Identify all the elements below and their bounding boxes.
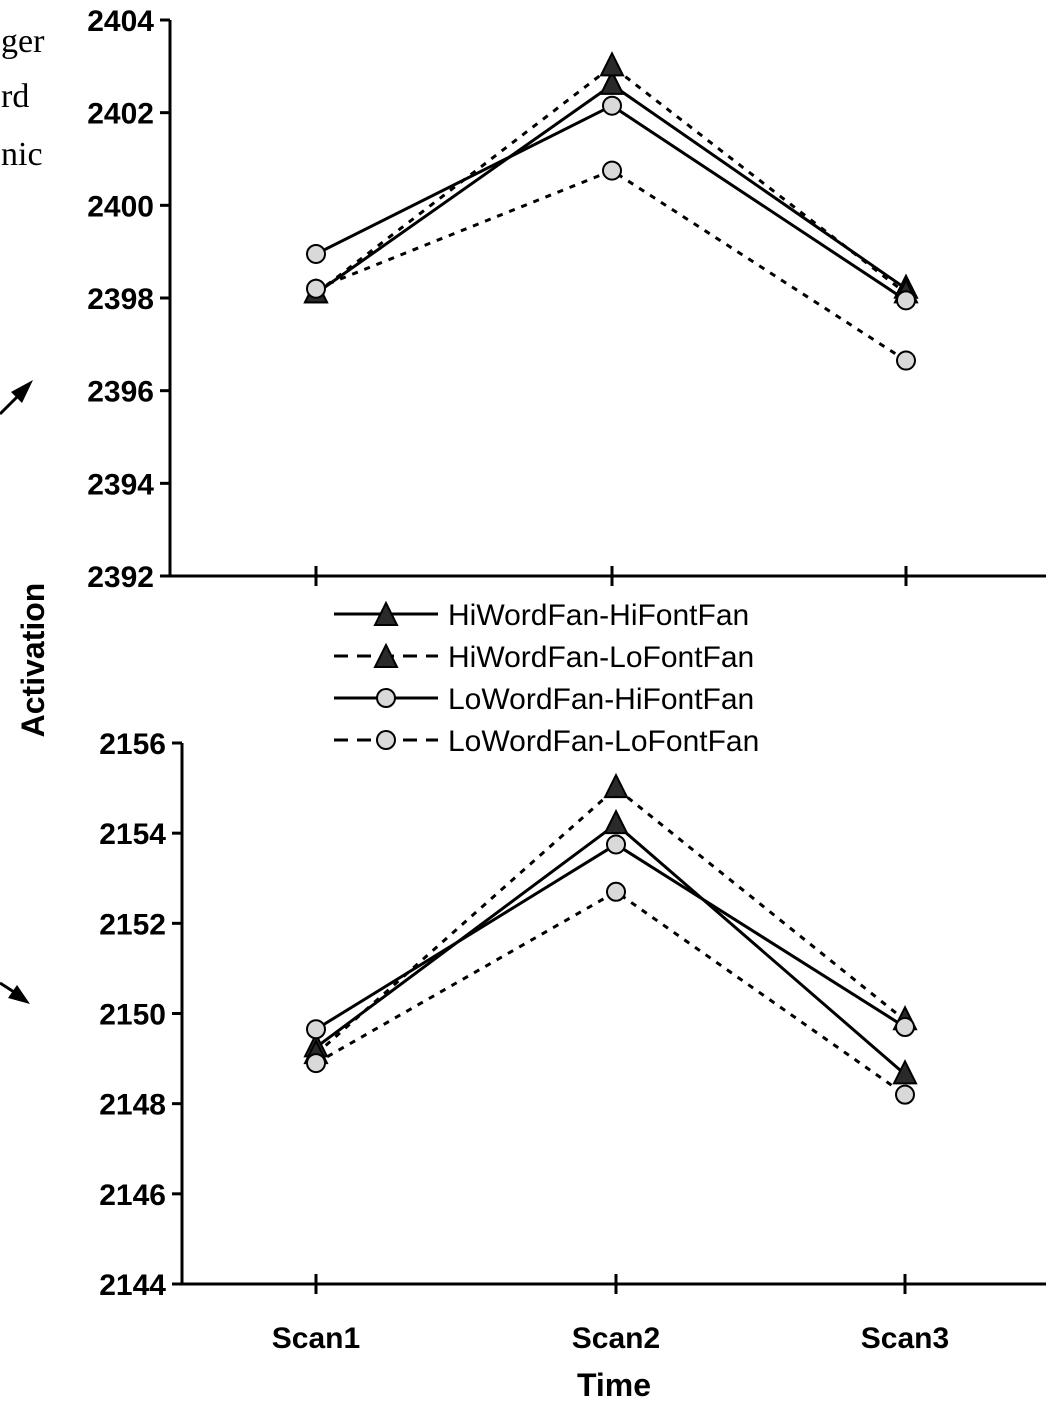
data-point — [603, 808, 629, 835]
data-point — [602, 160, 622, 181]
y-tick-label: 2150 — [99, 999, 166, 1032]
legend-marker — [376, 688, 396, 708]
x-tick-label: Scan3 — [861, 1322, 949, 1355]
x-tick-label: Scan2 — [572, 1322, 660, 1355]
series-line — [315, 822, 906, 1076]
y-tick-label: 2144 — [99, 1269, 166, 1302]
legend-item: LoWordFan-LoFontFan — [334, 725, 759, 758]
data-point — [599, 69, 625, 95]
legend-item: HiWordFan-LoFontFan — [334, 641, 754, 674]
data-point — [606, 881, 626, 902]
arrow-icon — [0, 981, 30, 1004]
series-line — [315, 83, 907, 295]
y-tick-label: 2392 — [87, 561, 154, 594]
data-point — [895, 1084, 915, 1105]
legend-marker — [376, 730, 396, 750]
series-line — [315, 103, 907, 302]
data-point — [602, 95, 622, 116]
y-tick-label: 2154 — [99, 818, 166, 851]
legend-label: HiWordFan-HiFontFan — [448, 599, 749, 632]
data-point — [892, 1059, 918, 1085]
data-point — [896, 290, 916, 311]
y-tick-label: 2156 — [99, 728, 166, 761]
legend-label: LoWordFan-LoFontFan — [448, 725, 759, 758]
data-point — [306, 1053, 326, 1074]
data-point — [896, 350, 916, 371]
side-text-line: nic — [1, 136, 43, 173]
series-line — [315, 842, 906, 1031]
y-tick-label: 2152 — [99, 908, 166, 941]
series-line — [315, 786, 906, 1056]
data-point — [895, 1017, 915, 1038]
data-point — [306, 243, 326, 264]
side-text-group: ger rd nic — [1, 23, 45, 173]
data-point — [599, 51, 625, 77]
y-tick-label: 2148 — [99, 1089, 166, 1122]
y-tick-label: 2398 — [87, 283, 154, 316]
y-tick-label: 2404 — [87, 5, 154, 38]
legend-item: HiWordFan-HiFontFan — [334, 599, 749, 632]
legend: HiWordFan-HiFontFan HiWordFan-LoFontFan Lo… — [334, 599, 759, 758]
data-point — [603, 772, 629, 799]
legend-marker — [373, 642, 399, 668]
series-line — [315, 168, 907, 362]
data-point — [306, 278, 326, 299]
top-chart: 2392 2394 2396 2398 2400 2402 2404 — [87, 5, 1046, 594]
legend-marker — [373, 600, 399, 626]
y-tick-label: 2402 — [87, 98, 154, 131]
y-tick-label: 2400 — [87, 190, 154, 223]
x-tick-label: Scan1 — [272, 1322, 360, 1355]
series-line — [315, 890, 906, 1096]
legend-label: LoWordFan-HiFontFan — [448, 683, 754, 716]
legend-label: HiWordFan-LoFontFan — [448, 641, 754, 674]
y-tick-label: 2146 — [99, 1179, 166, 1212]
y-axis-title: Activation — [15, 583, 51, 738]
side-text-line: ger — [1, 23, 45, 60]
arrow-icon — [0, 380, 33, 416]
legend-item: LoWordFan-HiFontFan — [334, 683, 754, 716]
y-tick-label: 2394 — [87, 468, 154, 501]
x-axis-title: Time — [577, 1367, 651, 1401]
data-point — [306, 1019, 326, 1040]
data-point — [606, 834, 626, 855]
side-text-line: rd — [1, 78, 29, 115]
y-tick-label: 2396 — [87, 376, 154, 409]
bottom-chart: 2144 2146 2148 2150 2152 2154 2156 Scan1 Scan2 Sc… — [99, 728, 1046, 1355]
